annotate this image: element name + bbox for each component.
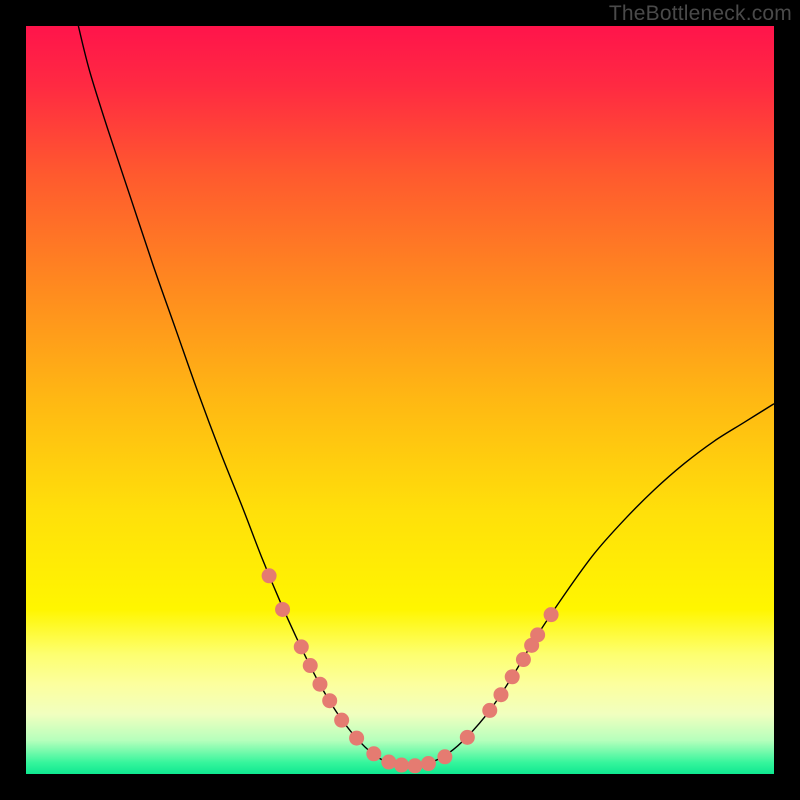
chart-plot-area bbox=[26, 26, 774, 774]
marker-dot bbox=[275, 602, 290, 617]
data-markers bbox=[26, 26, 774, 774]
marker-dot bbox=[312, 677, 327, 692]
marker-dot bbox=[334, 713, 349, 728]
marker-dot bbox=[394, 758, 409, 773]
marker-dot bbox=[349, 731, 364, 746]
marker-dot bbox=[294, 639, 309, 654]
marker-dot bbox=[322, 693, 337, 708]
marker-dot bbox=[493, 687, 508, 702]
marker-dot bbox=[407, 758, 422, 773]
marker-dot bbox=[262, 568, 277, 583]
marker-dot bbox=[381, 755, 396, 770]
marker-dot bbox=[460, 730, 475, 745]
marker-dot bbox=[530, 627, 545, 642]
marker-dot bbox=[544, 607, 559, 622]
marker-dot bbox=[421, 756, 436, 771]
marker-dot bbox=[516, 652, 531, 667]
marker-dot bbox=[303, 658, 318, 673]
marker-dot bbox=[366, 746, 381, 761]
watermark-text: TheBottleneck.com bbox=[609, 2, 792, 26]
marker-dot bbox=[437, 749, 452, 764]
marker-dot bbox=[505, 669, 520, 684]
marker-dot bbox=[482, 703, 497, 718]
